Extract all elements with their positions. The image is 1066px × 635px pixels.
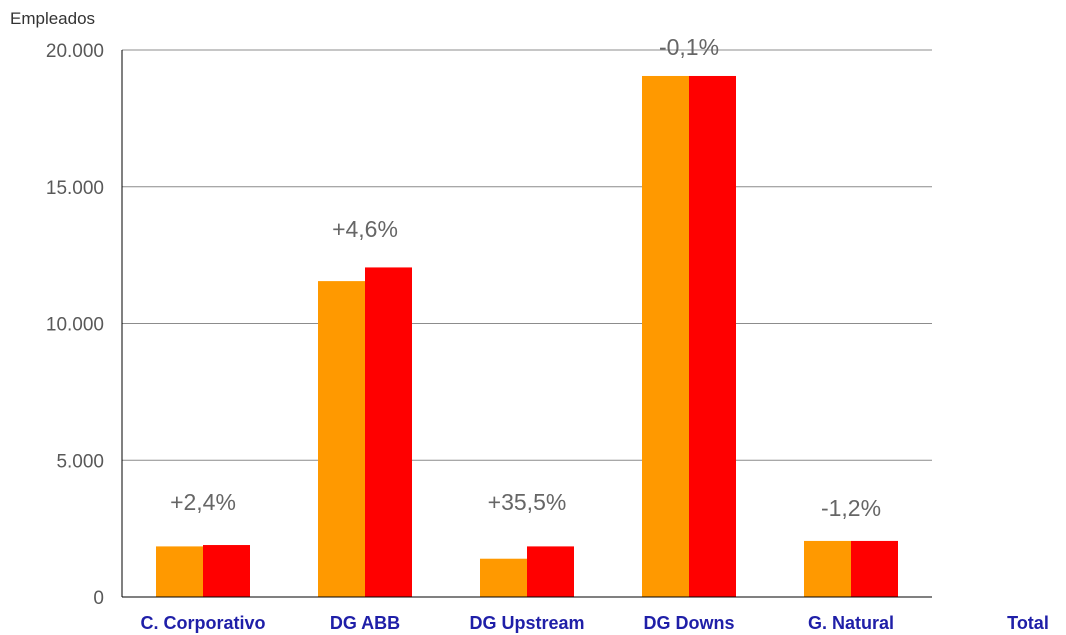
x-tick-label: C. Corporativo [140,613,265,633]
gridlines [122,49,932,461]
bar-series-1 [804,540,851,597]
change-annotations: +2,4% +4,6% +35,5% -0,1% -1,2% [170,34,881,521]
y-tick-label: 15.000 [46,178,104,199]
x-tick-label: Total [1007,613,1049,633]
bar-series-1 [318,281,365,597]
y-axis-tick-labels: 0 5.000 10.000 15.000 20.000 [46,41,104,609]
y-tick-label: 20.000 [46,41,104,62]
bar-series-2 [365,267,412,597]
bar-series-1 [642,75,689,598]
bar-series-2 [203,545,250,597]
x-tick-label: DG Upstream [469,613,584,633]
change-annotation: +35,5% [488,489,567,515]
x-tick-label: DG ABB [330,613,400,633]
bar-series-2 [527,546,574,597]
bar-series-1 [156,546,203,597]
bar-series-2 [851,540,898,597]
x-axis-category-labels: C. Corporativo DG ABB DG Upstream DG Downs G… [140,613,1048,633]
change-annotation: -1,2% [821,495,881,521]
bar-series-2 [689,75,736,598]
y-tick-label: 10.000 [46,315,104,336]
x-tick-label: DG Downs [643,613,734,633]
y-tick-label: 5.000 [56,451,104,472]
change-annotation: -0,1% [659,34,719,60]
bar-series-1 [480,558,527,597]
y-tick-label: 0 [93,588,104,609]
y-axis-title: Empleados [10,9,95,28]
change-annotation: +4,6% [332,216,398,242]
bars [156,75,898,598]
x-tick-label: G. Natural [808,613,894,633]
change-annotation: +2,4% [170,489,236,515]
